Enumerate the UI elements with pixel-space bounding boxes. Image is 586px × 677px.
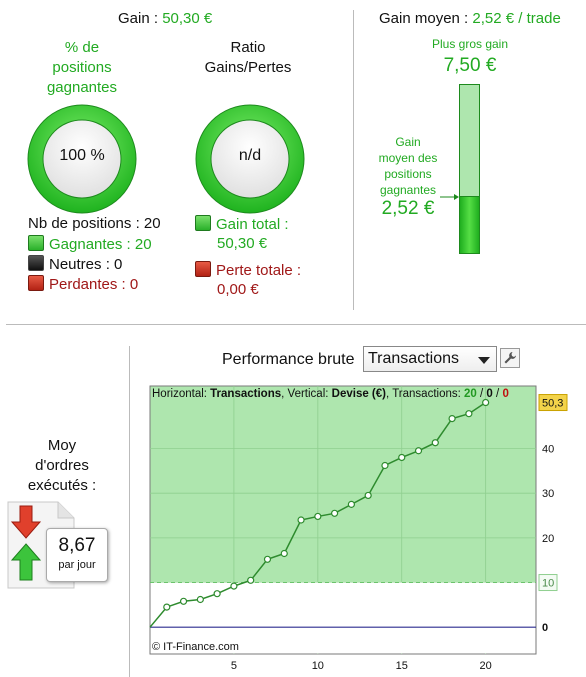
performance-title: Performance brute	[222, 351, 355, 368]
data-point	[381, 461, 389, 470]
copyright-label: © IT-Finance.com	[152, 641, 239, 653]
section-divider-vertical	[353, 10, 354, 310]
data-point	[163, 603, 171, 611]
performance-select[interactable]: Transactions	[363, 346, 497, 372]
chevron-down-icon	[478, 357, 490, 364]
orders-value-box: 8,67 par jour	[46, 528, 108, 582]
data-point	[431, 439, 439, 447]
threshold-label: 10	[542, 578, 554, 590]
data-points	[163, 398, 490, 611]
up-arrow-icon	[10, 543, 42, 581]
positions-count: Nb de positions : 20	[28, 215, 161, 232]
orders-label: Moy d'ordres exécutés :	[27, 437, 97, 494]
gain-label: Gain :	[118, 10, 159, 27]
data-point	[364, 491, 372, 500]
data-point	[347, 500, 355, 508]
win-pct-value: 100 %	[59, 147, 105, 164]
x-tick-label: 5	[231, 660, 237, 672]
wrench-icon[interactable]	[500, 348, 520, 368]
losers-square-icon	[28, 275, 44, 291]
avg-gain-arrow-icon	[440, 194, 459, 200]
x-tick-label: 20	[480, 660, 492, 672]
x-tick-label: 15	[396, 660, 408, 672]
neutral-square-icon	[28, 255, 44, 271]
ratio-value: n/d	[238, 147, 262, 164]
performance-select-value: Transactions	[368, 350, 459, 367]
gain-value: 50,30 €	[162, 10, 213, 27]
avg-win-label: Gain moyen des positions gagnantes	[378, 135, 438, 197]
ratio-gauge	[195, 104, 305, 214]
value-labels: 50,3 10	[538, 394, 568, 592]
threshold-badge	[538, 574, 558, 592]
avg-gain-header: Gain moyen : 2,52 € / trade	[379, 10, 561, 27]
last-value-badge	[538, 394, 568, 412]
section-divider-horizontal	[6, 324, 586, 325]
losers-row: Perdantes : 0	[28, 275, 138, 293]
winners-square-icon	[28, 235, 44, 251]
data-point	[280, 549, 288, 558]
data-point	[398, 453, 406, 462]
data-point	[179, 597, 188, 605]
section-divider-vertical-bottom	[129, 346, 130, 677]
total-loss-label: Perte totale :	[195, 261, 301, 279]
avg-win-value: 2,52 €	[381, 198, 435, 219]
total-gain-square-icon	[195, 215, 211, 231]
data-point	[331, 509, 339, 517]
data-point	[297, 516, 305, 524]
avg-gain-bar	[459, 84, 480, 254]
total-gain-value: 50,30 €	[217, 235, 268, 252]
down-arrow-icon	[10, 505, 42, 539]
avg-gain-label: Gain moyen :	[379, 10, 469, 27]
neutral-row: Neutres : 0	[28, 255, 122, 273]
total-loss-value: 0,00 €	[217, 281, 259, 298]
data-point	[263, 555, 272, 563]
data-point	[414, 447, 423, 455]
winners-row: Gagnantes : 20	[28, 235, 152, 253]
y-tick-label: 40	[542, 444, 554, 456]
x-tick-label: 10	[312, 660, 324, 672]
total-loss-square-icon	[195, 261, 211, 277]
data-point	[314, 512, 322, 521]
total-gain-label: Gain total :	[195, 215, 289, 233]
y-tick-label: 0	[542, 622, 548, 634]
orders-value: 8,67	[58, 535, 96, 556]
gain-header: Gain : 50,30 €	[118, 10, 212, 27]
x-axis-ticks: 5 10 15 20	[231, 660, 492, 672]
data-point	[196, 595, 204, 604]
data-point	[448, 415, 456, 423]
biggest-gain-value: 7,50 €	[443, 55, 497, 76]
last-value-label: 50,3	[542, 398, 563, 410]
avg-gain-bar-fill	[460, 195, 479, 253]
data-point	[230, 582, 238, 590]
chart-info: Horizontal: Transactions, Vertical: Devi…	[152, 388, 509, 400]
ratio-label: Ratio Gains/Pertes	[204, 39, 292, 76]
performance-chart: 0 10 20 30 40 5 10 15 20 50,3 10 © IT-Finance.co…	[149, 385, 568, 672]
win-pct-gauge	[27, 104, 137, 214]
data-point	[482, 398, 490, 407]
data-point	[465, 410, 473, 418]
y-tick-label: 20	[542, 533, 554, 545]
y-tick-label: 30	[542, 488, 554, 500]
orders-unit: par jour	[58, 559, 96, 571]
biggest-gain-label: Plus gros gain	[431, 37, 509, 51]
y-axis-ticks: 0 10 20 30 40	[542, 444, 554, 635]
win-pct-label: % de positions gagnantes	[46, 39, 118, 96]
avg-gain-value: 2,52 € / trade	[472, 10, 561, 27]
data-point	[213, 590, 221, 598]
data-point	[247, 576, 255, 584]
